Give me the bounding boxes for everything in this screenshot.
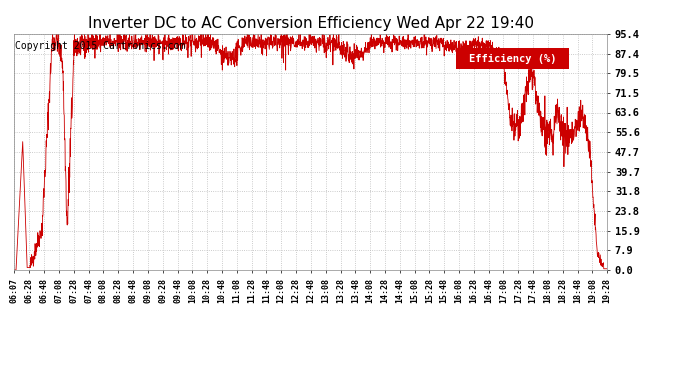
Text: Copyright 2015 Cartronics.com: Copyright 2015 Cartronics.com	[15, 41, 186, 51]
Title: Inverter DC to AC Conversion Efficiency Wed Apr 22 19:40: Inverter DC to AC Conversion Efficiency …	[88, 16, 533, 31]
